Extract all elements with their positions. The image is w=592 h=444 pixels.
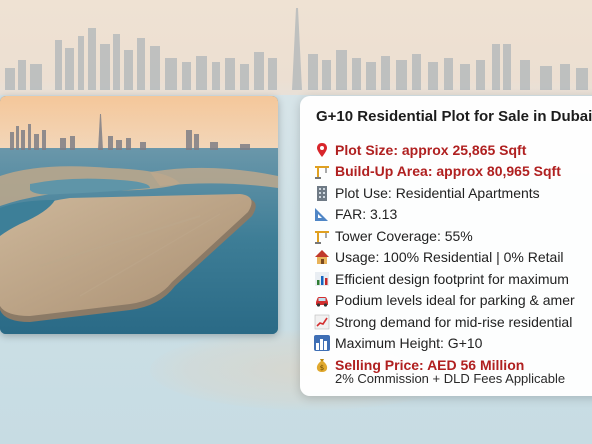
selling-price-text: Selling Price: AED 56 Million [335, 356, 525, 373]
plot-size-text: Plot Size: approx 25,865 Sqft [335, 141, 527, 158]
skyline-icon [314, 335, 330, 352]
list-item: FAR: 3.13 [314, 204, 575, 226]
list-item: Maximum Height: G+10 [314, 333, 575, 355]
aerial-photo [0, 96, 278, 334]
bar-chart-icon [314, 271, 330, 287]
feature-list: Plot Size: approx 25,865 Sqft Build-Up A… [314, 139, 575, 376]
list-item: Usage: 100% Residential | 0% Retail [314, 247, 575, 269]
crane-icon [314, 163, 330, 180]
tower-coverage-text: Tower Coverage: 55% [335, 227, 473, 244]
car-icon [314, 292, 330, 308]
max-height-text: Maximum Height: G+10 [335, 335, 483, 352]
house-icon [314, 249, 330, 265]
background-skyline [5, 8, 588, 90]
ruler-triangle-icon [314, 206, 330, 222]
list-item: Plot Use: Residential Apartments [314, 182, 575, 204]
list-item: Plot Size: approx 25,865 Sqft [314, 139, 575, 161]
plot-use-text: Plot Use: Residential Apartments [335, 184, 540, 201]
design-footprint-text: Efficient design footprint for maximum [335, 270, 569, 287]
svg-text:$: $ [320, 364, 324, 372]
list-item: Tower Coverage: 55% [314, 225, 575, 247]
podium-levels-text: Podium levels ideal for parking & amer [335, 292, 575, 309]
list-item: Build-Up Area: approx 80,965 Sqft [314, 161, 575, 183]
trend-up-icon [314, 314, 330, 330]
list-item: $ Selling Price: AED 56 Million [314, 354, 575, 376]
listing-title: G+10 Residential Plot for Sale in Dubai [316, 108, 592, 125]
build-up-area-text: Build-Up Area: approx 80,965 Sqft [335, 163, 561, 180]
building-icon [314, 185, 330, 201]
demand-text: Strong demand for mid-rise residential [335, 313, 573, 330]
fees-note: 2% Commission + DLD Fees Applicable [335, 371, 566, 386]
money-bag-icon: $ [314, 357, 330, 373]
list-item: Efficient design footprint for maximum [314, 268, 575, 290]
listing-info-card: G+10 Residential Plot for Sale in Dubai … [300, 96, 592, 396]
far-text: FAR: 3.13 [335, 206, 398, 223]
list-item: Podium levels ideal for parking & amer [314, 290, 575, 312]
pin-icon [314, 142, 330, 158]
crane-icon [314, 228, 330, 244]
list-item: Strong demand for mid-rise residential [314, 311, 575, 333]
usage-text: Usage: 100% Residential | 0% Retail [335, 249, 564, 266]
